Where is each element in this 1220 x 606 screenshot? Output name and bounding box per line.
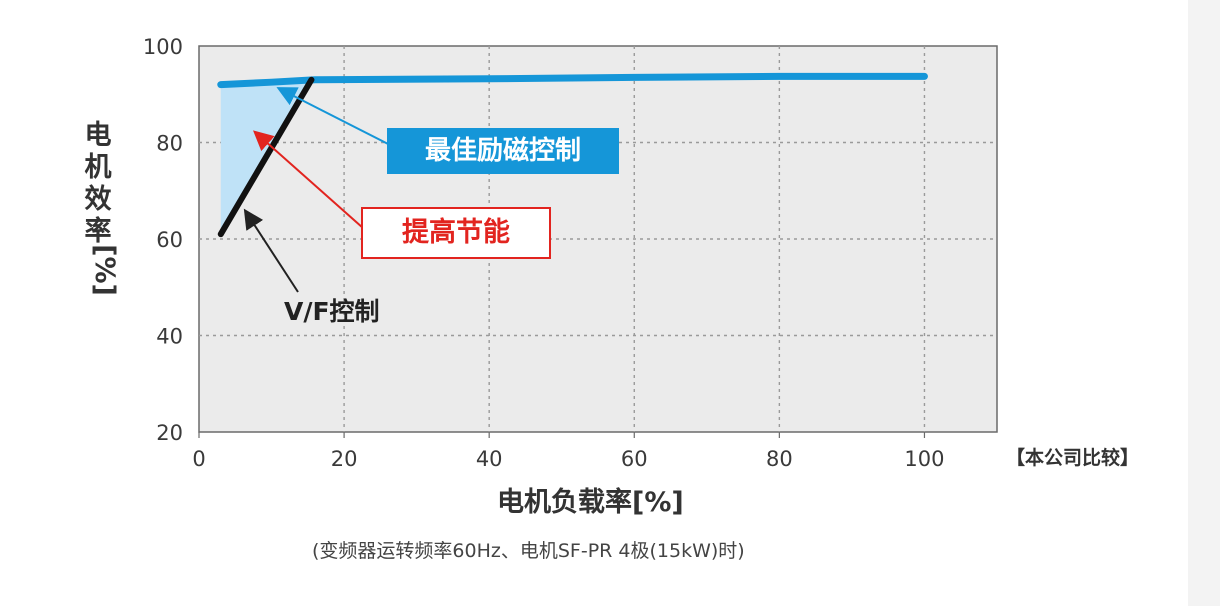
series-line-optimal-excitation bbox=[217, 72, 928, 89]
arrow-energy-saving bbox=[253, 130, 364, 229]
x-tick-label: 20 bbox=[331, 447, 358, 471]
annotation-vf-control: V/F控制 bbox=[284, 297, 380, 326]
x-tick-label: 80 bbox=[766, 447, 793, 471]
y-axis-label-char: 电 bbox=[84, 120, 112, 151]
arrow-vf-control bbox=[243, 208, 299, 293]
y-axis-label-char: 率 bbox=[84, 216, 112, 247]
chart-caption: (变频器运转频率60Hz、电机SF-PR 4极(15kW)时) bbox=[312, 540, 745, 562]
x-tick-label: 40 bbox=[476, 447, 503, 471]
right-edge-strip bbox=[1188, 0, 1220, 606]
annotation-optimal-excitation: 最佳励磁控制 bbox=[387, 128, 619, 174]
x-tick-label: 60 bbox=[621, 447, 648, 471]
y-axis-label: 电 机 效 率 [%] bbox=[78, 120, 120, 296]
x-tick-label: 0 bbox=[192, 447, 205, 471]
series-line-vf-control bbox=[217, 76, 315, 238]
energy-saving-fill-area bbox=[220, 79, 312, 235]
y-tick-label: 20 bbox=[156, 421, 183, 445]
x-tick-label: 100 bbox=[904, 447, 944, 471]
y-axis-label-char: 效 bbox=[84, 184, 112, 215]
x-axis-label: 电机负载率[%] bbox=[497, 487, 684, 518]
y-tick-labels: 20 40 60 80 100 bbox=[143, 35, 183, 445]
arrow-optimal-excitation bbox=[276, 87, 393, 147]
y-tick-label: 80 bbox=[156, 132, 183, 156]
y-tick-label: 60 bbox=[156, 228, 183, 252]
company-comparison-note: 【本公司比较】 bbox=[1006, 447, 1140, 469]
x-tick-labels: 0 20 40 60 80 100 bbox=[192, 432, 945, 471]
y-axis-label-char: 机 bbox=[84, 152, 112, 183]
y-tick-label: 40 bbox=[156, 325, 183, 349]
y-tick-label: 100 bbox=[143, 35, 183, 59]
annotation-energy-saving: 提高节能 bbox=[361, 207, 551, 259]
y-axis-label-unit: [%] bbox=[88, 244, 120, 296]
